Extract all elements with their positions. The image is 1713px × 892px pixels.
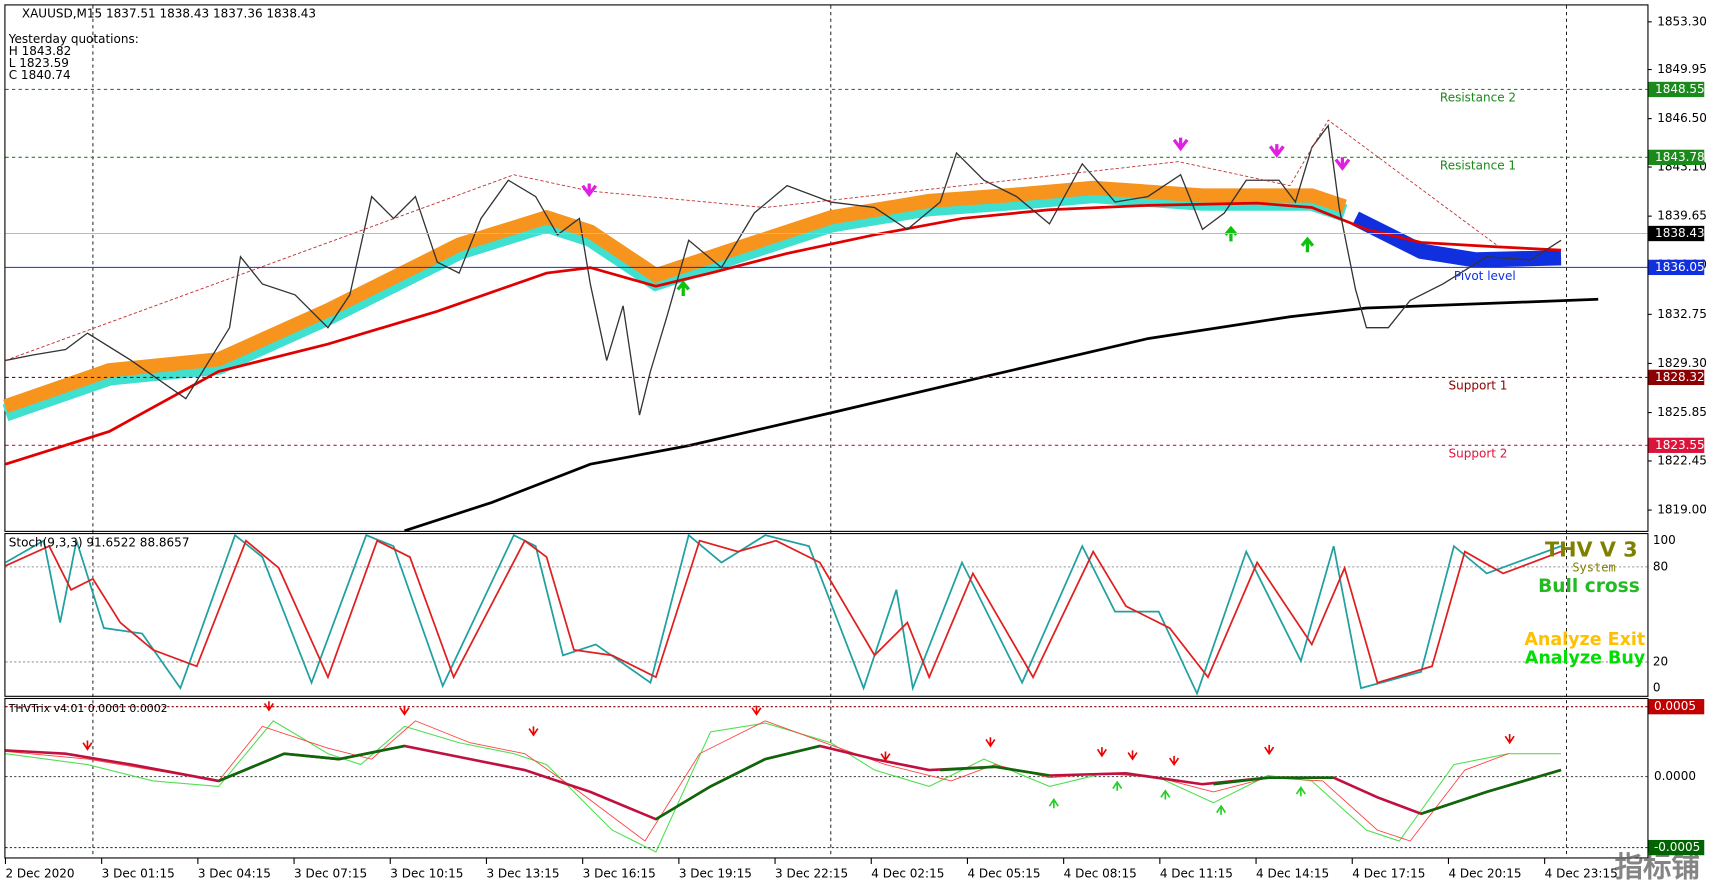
time-label: 3 Dec 10:15	[390, 866, 463, 880]
thv-signal: Bull cross	[1538, 576, 1640, 597]
v-grid	[92, 5, 1567, 858]
price-tick-label: 1832.75	[1657, 307, 1707, 321]
trix-tag	[1648, 768, 1705, 785]
time-label: 4 Dec 17:15	[1352, 866, 1425, 880]
stoch-frame	[4, 533, 1649, 697]
trix-tick-label: 0.0000	[1654, 769, 1696, 783]
time-label: 4 Dec 02:15	[871, 866, 944, 880]
time-label: 3 Dec 01:15	[102, 866, 175, 880]
time-label: 3 Dec 13:15	[486, 866, 559, 880]
price-tick-label: 1849.95	[1657, 62, 1707, 76]
trix-tag	[1648, 699, 1705, 715]
trix-signal-up	[218, 744, 1562, 821]
price-tick-label: 1839.65	[1657, 209, 1707, 223]
time-label: 3 Dec 07:15	[294, 866, 367, 880]
price-tag-label: 1836.05	[1655, 260, 1705, 274]
time-label: 3 Dec 19:15	[679, 866, 752, 880]
time-label: 3 Dec 04:15	[198, 866, 271, 880]
buy-arrow	[1300, 236, 1315, 253]
price-tag	[1648, 225, 1705, 242]
time-label: 4 Dec 05:15	[967, 866, 1040, 880]
price-tag	[1648, 149, 1705, 166]
trix-tick-label: 0.0005	[1654, 699, 1696, 713]
trix-label: THVTrix v4.01 0.0001 0.0002	[8, 702, 168, 715]
stoch-label: Stoch(9,3,3) 91.6522 88.8657	[9, 535, 190, 549]
pivot-label: Pivot level	[1454, 269, 1516, 283]
trix-tag	[1648, 839, 1705, 856]
band-orange	[3, 180, 1347, 414]
price-tag-label: 1828.32	[1655, 370, 1705, 384]
watermark: 指标铺	[1615, 850, 1700, 883]
symbol: XAUUSD,M15	[22, 7, 102, 21]
level-name: Resistance 2	[1440, 91, 1516, 105]
price-tag-label: 1843.78	[1655, 150, 1705, 164]
yesterday-high: H 1843.82	[9, 44, 71, 58]
ma-red	[5, 201, 1562, 466]
level-name: Support 2	[1449, 447, 1508, 461]
stoch-signal	[5, 539, 1562, 684]
sell-arrow	[1172, 137, 1189, 152]
price-tag-label: 1838.43	[1655, 226, 1705, 240]
price-tick-label: 1829.30	[1657, 356, 1707, 370]
trix-tick-label: -0.0005	[1654, 840, 1700, 854]
yesterday-close: C 1840.74	[9, 68, 71, 82]
stoch-tick-label: 80	[1653, 559, 1668, 573]
down-arrows	[82, 701, 1515, 767]
price-tag-label: 1823.55	[1655, 438, 1705, 452]
thv-system: System	[1572, 560, 1615, 574]
price-tick-label: 1825.85	[1657, 405, 1707, 419]
zigzag	[5, 119, 1498, 361]
price-tag	[1648, 437, 1705, 453]
price-tag	[1648, 259, 1705, 276]
yesterday-title: Yesterday quotations:	[8, 32, 139, 46]
price-tick-label: 1846.50	[1657, 111, 1707, 125]
buy-arrow	[676, 280, 690, 296]
sell-arrow	[1334, 157, 1351, 171]
thv-exit: Analyze Exit	[1524, 630, 1645, 650]
time-label: 4 Dec 20:15	[1448, 866, 1521, 880]
up-arrows	[1048, 780, 1306, 815]
price-tag	[1648, 369, 1705, 386]
level-name: Resistance 1	[1440, 159, 1516, 173]
trix-slow	[5, 720, 1509, 842]
time-label: 3 Dec 22:15	[775, 866, 848, 880]
ohlc: 1837.51 1838.43 1837.36 1838.43	[106, 7, 316, 21]
time-label: 4 Dec 08:15	[1064, 866, 1137, 880]
thv-title: THV V 3	[1545, 537, 1638, 561]
yesterday-low: L 1823.59	[9, 56, 69, 70]
signal-arrows	[581, 137, 1351, 296]
level-name: Support 1	[1449, 379, 1508, 393]
buy-arrow	[1224, 225, 1238, 242]
stoch-tick-label: 0	[1653, 681, 1661, 695]
sell-arrow	[581, 183, 598, 198]
stoch-tick-label: 100	[1653, 533, 1676, 547]
time-label: 4 Dec 23:15	[1545, 866, 1618, 880]
price-tick-label: 1822.45	[1657, 453, 1707, 467]
price-tag	[1648, 81, 1705, 98]
sell-arrow	[1268, 144, 1285, 158]
time-label: 3 Dec 16:15	[583, 866, 656, 880]
trix-frame	[4, 697, 1649, 859]
frames	[4, 4, 1649, 859]
time-label: 4 Dec 14:15	[1256, 866, 1329, 880]
time-label: 4 Dec 11:15	[1160, 866, 1233, 880]
thv-buy: Analyze Buy	[1525, 649, 1646, 669]
trix-arrows	[82, 701, 1515, 815]
price-tick-label: 1853.30	[1657, 14, 1707, 28]
ma-black	[404, 297, 1599, 533]
main-frame	[4, 4, 1649, 532]
time-label: 2 Dec 2020	[5, 866, 74, 880]
stoch-main	[5, 533, 1562, 696]
price-tick-label: 1819.00	[1657, 503, 1707, 517]
price-tag-label: 1848.55	[1655, 82, 1705, 96]
dynamic: 1853.301849.951846.501843.101839.651836.…	[4, 14, 1707, 880]
stoch-tick-label: 20	[1653, 654, 1668, 668]
